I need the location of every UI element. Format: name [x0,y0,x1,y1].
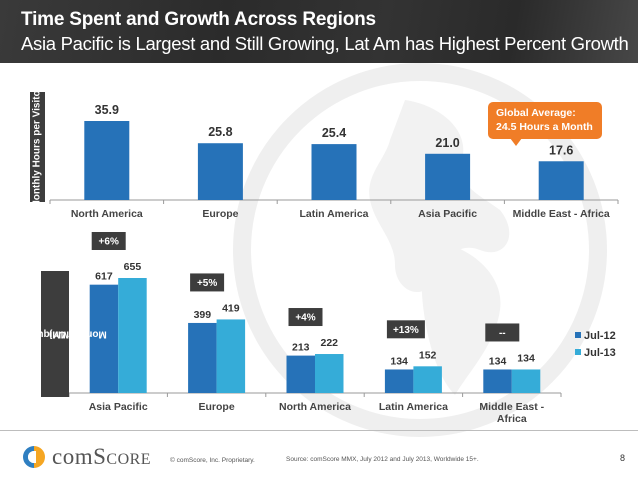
category-label: Europe [199,401,235,413]
bar-jul-12 [188,322,217,393]
growth-badge-label: +4% [295,313,315,324]
source-note: Source: comScore MMX, July 2012 and July… [286,456,479,463]
growth-badge [485,323,520,342]
growth-badge-label: +5% [197,278,217,289]
category-label: Middle East - Africa [513,208,610,220]
category-label: Latin America [299,208,368,220]
bar-jul-12 [89,284,119,393]
data-label-hours: 21.0 [435,136,459,150]
bar-jul-13 [511,369,541,393]
callout-line-2: 24.5 Hours a Month [496,121,593,133]
data-label-visitors: 419 [222,302,240,314]
category-label: Asia Pacific [418,208,477,220]
growth-badge [386,320,425,339]
callout-line-1: Global Average: [496,107,576,119]
growth-badge [190,273,225,292]
data-label-visitors: 213 [292,342,310,354]
growth-badge-label: +13% [393,325,419,336]
bar-hours [425,153,471,200]
bar-hours [84,121,130,200]
data-label-visitors: 617 [95,271,113,283]
category-label: North America [279,401,351,413]
growth-badge-label: +6% [99,237,119,248]
page-number: 8 [620,453,626,463]
category-label: Latin America [379,401,448,413]
legend-swatch-jul-12 [575,332,581,338]
bar-jul-12 [286,355,315,393]
y-axis-label-visitors: Monthly Unique Visitors (MM) [0,271,107,397]
category-label: Africa [497,413,527,425]
data-label-hours: 25.8 [208,125,232,139]
bar-jul-13 [315,354,344,393]
data-label-visitors: 655 [124,261,142,273]
y-axis-label-hours: Monthly Hours per Visitor [30,85,45,209]
data-label-visitors: 134 [390,355,408,367]
data-label-visitors: 134 [517,352,535,364]
global-average-callout: Global Average: 24.5 Hours a Month [488,102,602,146]
slide-title: Time Spent and Growth Across Regions [21,9,376,30]
bar-hours [197,143,243,200]
bar-jul-13 [413,366,442,393]
data-label-hours: 17.6 [549,143,573,157]
bar-hours [538,161,584,200]
comscore-wordmark: comScore [52,444,152,469]
data-label-visitors: 134 [489,355,507,367]
data-label-hours: 35.9 [95,103,119,117]
footer-divider [0,430,638,431]
comscore-logo: comScore [22,444,151,470]
growth-badge-label: -- [499,328,506,339]
legend-swatch-jul-13 [575,349,581,355]
growth-badge [91,232,126,250]
copyright-text: © comScore, Inc. Proprietary. [170,457,255,464]
bar-jul-12 [384,369,414,393]
category-label: Europe [202,208,238,220]
bar-hours [311,144,357,200]
legend-label-jul-12: Jul-12 [584,330,616,342]
data-label-hours: 25.4 [322,126,346,140]
unique-visitors-chart: 617 655 +6% Asia Pacific 399 419 +5% Europe 213 2… [68,232,616,425]
slide-header: Time Spent and Growth Across Regions Asi… [0,0,638,63]
y-axis-label-line2: (MM) [48,328,73,340]
bar-jul-13 [118,278,147,393]
legend-label-jul-13: Jul-13 [584,347,616,359]
bar-jul-12 [483,369,512,393]
category-label: Middle East - [479,401,544,413]
category-label: North America [71,208,143,220]
comscore-logo-icon [23,446,45,468]
data-label-visitors: 152 [419,349,437,361]
bar-jul-13 [216,319,246,393]
category-label: Asia Pacific [89,401,148,413]
hours-per-visitor-chart: 35.9 North America 25.8 Europe 25.4 Latin Ame… [49,103,619,220]
data-label-visitors: 399 [194,309,212,321]
data-label-visitors: 222 [320,337,338,349]
growth-badge [288,308,323,327]
slide-subtitle: Asia Pacific is Largest and Still Growin… [21,33,629,54]
